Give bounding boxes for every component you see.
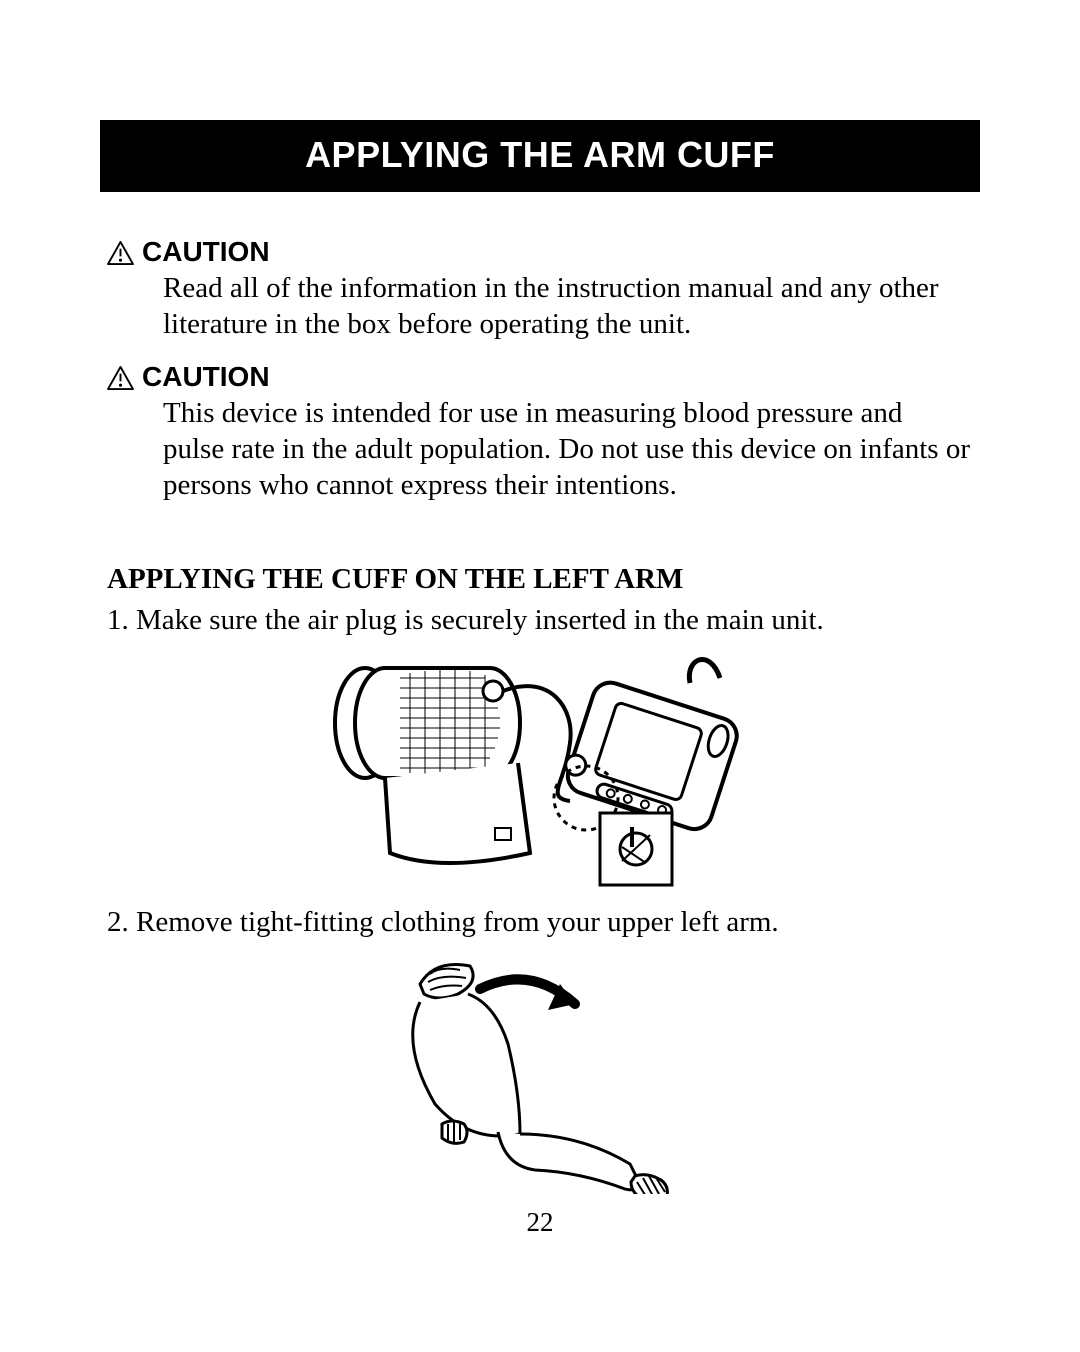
warning-icon bbox=[107, 240, 134, 264]
section-heading: APPLYING THE CUFF ON THE LEFT ARM bbox=[100, 563, 980, 596]
page-title: APPLYING THE ARM CUFF bbox=[305, 134, 775, 175]
caution-label: CAUTION bbox=[142, 236, 270, 268]
page-title-bar: APPLYING THE ARM CUFF bbox=[100, 120, 980, 192]
page-number: 22 bbox=[100, 1207, 980, 1238]
step-text: 1. Make sure the air plug is securely in… bbox=[100, 602, 980, 638]
caution-heading: CAUTION bbox=[107, 361, 980, 393]
illustration-cuff-device bbox=[100, 653, 980, 898]
warning-icon bbox=[107, 365, 134, 389]
caution-heading: CAUTION bbox=[107, 236, 980, 268]
page: APPLYING THE ARM CUFF CAUTION Read all o… bbox=[0, 0, 1080, 1238]
caution-label: CAUTION bbox=[142, 361, 270, 393]
caution-text: Read all of the information in the instr… bbox=[107, 270, 980, 343]
caution-text: This device is intended for use in measu… bbox=[107, 395, 980, 504]
caution-block: CAUTION This device is intended for use … bbox=[100, 361, 980, 504]
illustration-arm-sleeve bbox=[100, 954, 980, 1199]
caution-block: CAUTION Read all of the information in t… bbox=[100, 236, 980, 343]
step-text: 2. Remove tight-fitting clothing from yo… bbox=[100, 904, 980, 940]
